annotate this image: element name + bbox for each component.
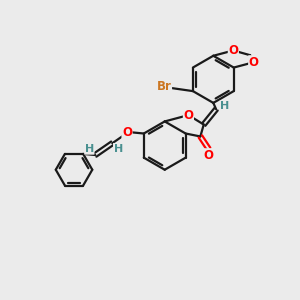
Text: Br: Br (157, 80, 172, 93)
Text: O: O (249, 56, 259, 69)
Text: H: H (85, 144, 94, 154)
Text: O: O (204, 149, 214, 162)
Text: O: O (228, 44, 238, 57)
Text: O: O (183, 109, 194, 122)
Text: O: O (122, 125, 132, 139)
Text: H: H (220, 101, 229, 111)
Text: H: H (114, 143, 123, 154)
